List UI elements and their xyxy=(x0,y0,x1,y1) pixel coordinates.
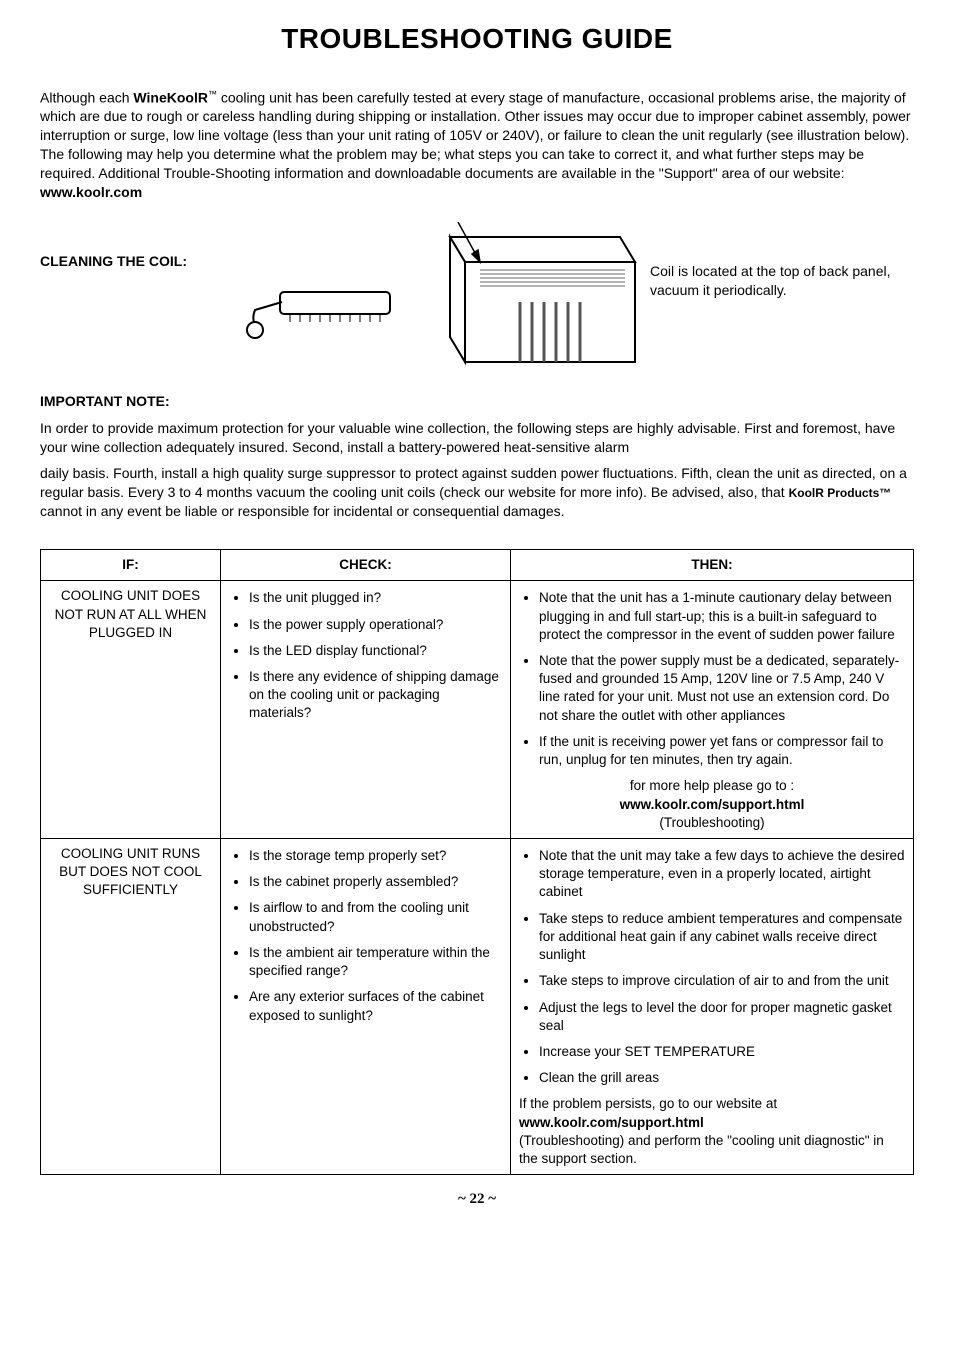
table-row: COOLING UNIT RUNS BUT DOES NOT COOL SUFF… xyxy=(41,838,914,1174)
persist-pre: If the problem persists, go to our websi… xyxy=(519,1096,777,1111)
help-block: for more help please go to : www.koolr.c… xyxy=(519,777,905,832)
th-if: IF: xyxy=(41,550,221,581)
help-url: www.koolr.com/support.html xyxy=(519,796,905,814)
list-item: Is the storage temp properly set? xyxy=(249,847,502,865)
important-note-section: IMPORTANT NOTE: In order to provide maxi… xyxy=(40,392,914,521)
persist-url: www.koolr.com/support.html xyxy=(519,1115,704,1130)
troubleshoot-table: IF: CHECK: THEN: COOLING UNIT DOES NOT R… xyxy=(40,549,914,1175)
brand-name: WineKoolR xyxy=(133,89,208,105)
tm-mark: ™ xyxy=(208,89,217,99)
list-item: Clean the grill areas xyxy=(539,1069,905,1087)
persist-post: (Troubleshooting) and perform the "cooli… xyxy=(519,1133,884,1166)
list-item: Take steps to improve circulation of air… xyxy=(539,972,905,990)
check-cell-1: Is the unit plugged in? Is the power sup… xyxy=(221,581,511,839)
coil-diagram xyxy=(220,222,640,382)
important-p2b: cannot in any event be liable or respons… xyxy=(40,503,565,519)
cleaning-heading: CLEANING THE COIL: xyxy=(40,252,210,271)
intro-pre: Although each xyxy=(40,89,133,105)
check-cell-2: Is the storage temp properly set? Is the… xyxy=(221,838,511,1174)
koolr-products: KoolR Products™ xyxy=(789,486,892,500)
th-then: THEN: xyxy=(511,550,914,581)
cleaning-heading-wrap: CLEANING THE COIL: xyxy=(40,222,210,279)
list-item: Are any exterior surfaces of the cabinet… xyxy=(249,988,502,1024)
important-p2: daily basis. Fourth, install a high qual… xyxy=(40,464,914,521)
list-item: Note that the unit has a 1-minute cautio… xyxy=(539,589,905,644)
list-item: Note that the unit may take a few days t… xyxy=(539,847,905,902)
cleaning-section: CLEANING THE COIL: xyxy=(40,222,914,382)
list-item: Is there any evidence of shipping damage… xyxy=(249,668,502,723)
page-number: ~ 22 ~ xyxy=(40,1189,914,1209)
coil-caption: Coil is located at the top of back panel… xyxy=(650,222,914,300)
list-item: Take steps to reduce ambient temperature… xyxy=(539,910,905,965)
then-cell-1: Note that the unit has a 1-minute cautio… xyxy=(511,581,914,839)
if-cell-2: COOLING UNIT RUNS BUT DOES NOT COOL SUFF… xyxy=(41,838,221,1174)
important-p2a: daily basis. Fourth, install a high qual… xyxy=(40,465,907,500)
help-line1: for more help please go to : xyxy=(519,777,905,795)
list-item: Is the unit plugged in? xyxy=(249,589,502,607)
page-title: TROUBLESHOOTING GUIDE xyxy=(40,20,914,58)
persist-block: If the problem persists, go to our websi… xyxy=(519,1095,905,1168)
list-item: Is the LED display functional? xyxy=(249,642,502,660)
list-item: Is the cabinet properly assembled? xyxy=(249,873,502,891)
list-item: Adjust the legs to level the door for pr… xyxy=(539,999,905,1035)
important-heading: IMPORTANT NOTE: xyxy=(40,392,914,411)
table-row: COOLING UNIT DOES NOT RUN AT ALL WHEN PL… xyxy=(41,581,914,839)
list-item: Is airflow to and from the cooling unit … xyxy=(249,899,502,935)
intro-paragraph: Although each WineKoolR™ cooling unit ha… xyxy=(40,88,914,202)
if-cell-1: COOLING UNIT DOES NOT RUN AT ALL WHEN PL… xyxy=(41,581,221,839)
list-item: Note that the power supply must be a ded… xyxy=(539,652,905,725)
list-item: Is the ambient air temperature within th… xyxy=(249,944,502,980)
help-line3: (Troubleshooting) xyxy=(519,814,905,832)
list-item: Is the power supply operational? xyxy=(249,616,502,634)
important-p1: In order to provide maximum protection f… xyxy=(40,419,914,457)
intro-site: www.koolr.com xyxy=(40,184,142,200)
th-check: CHECK: xyxy=(221,550,511,581)
then-cell-2: Note that the unit may take a few days t… xyxy=(511,838,914,1174)
list-item: Increase your SET TEMPERATURE xyxy=(539,1043,905,1061)
list-item: If the unit is receiving power yet fans … xyxy=(539,733,905,769)
